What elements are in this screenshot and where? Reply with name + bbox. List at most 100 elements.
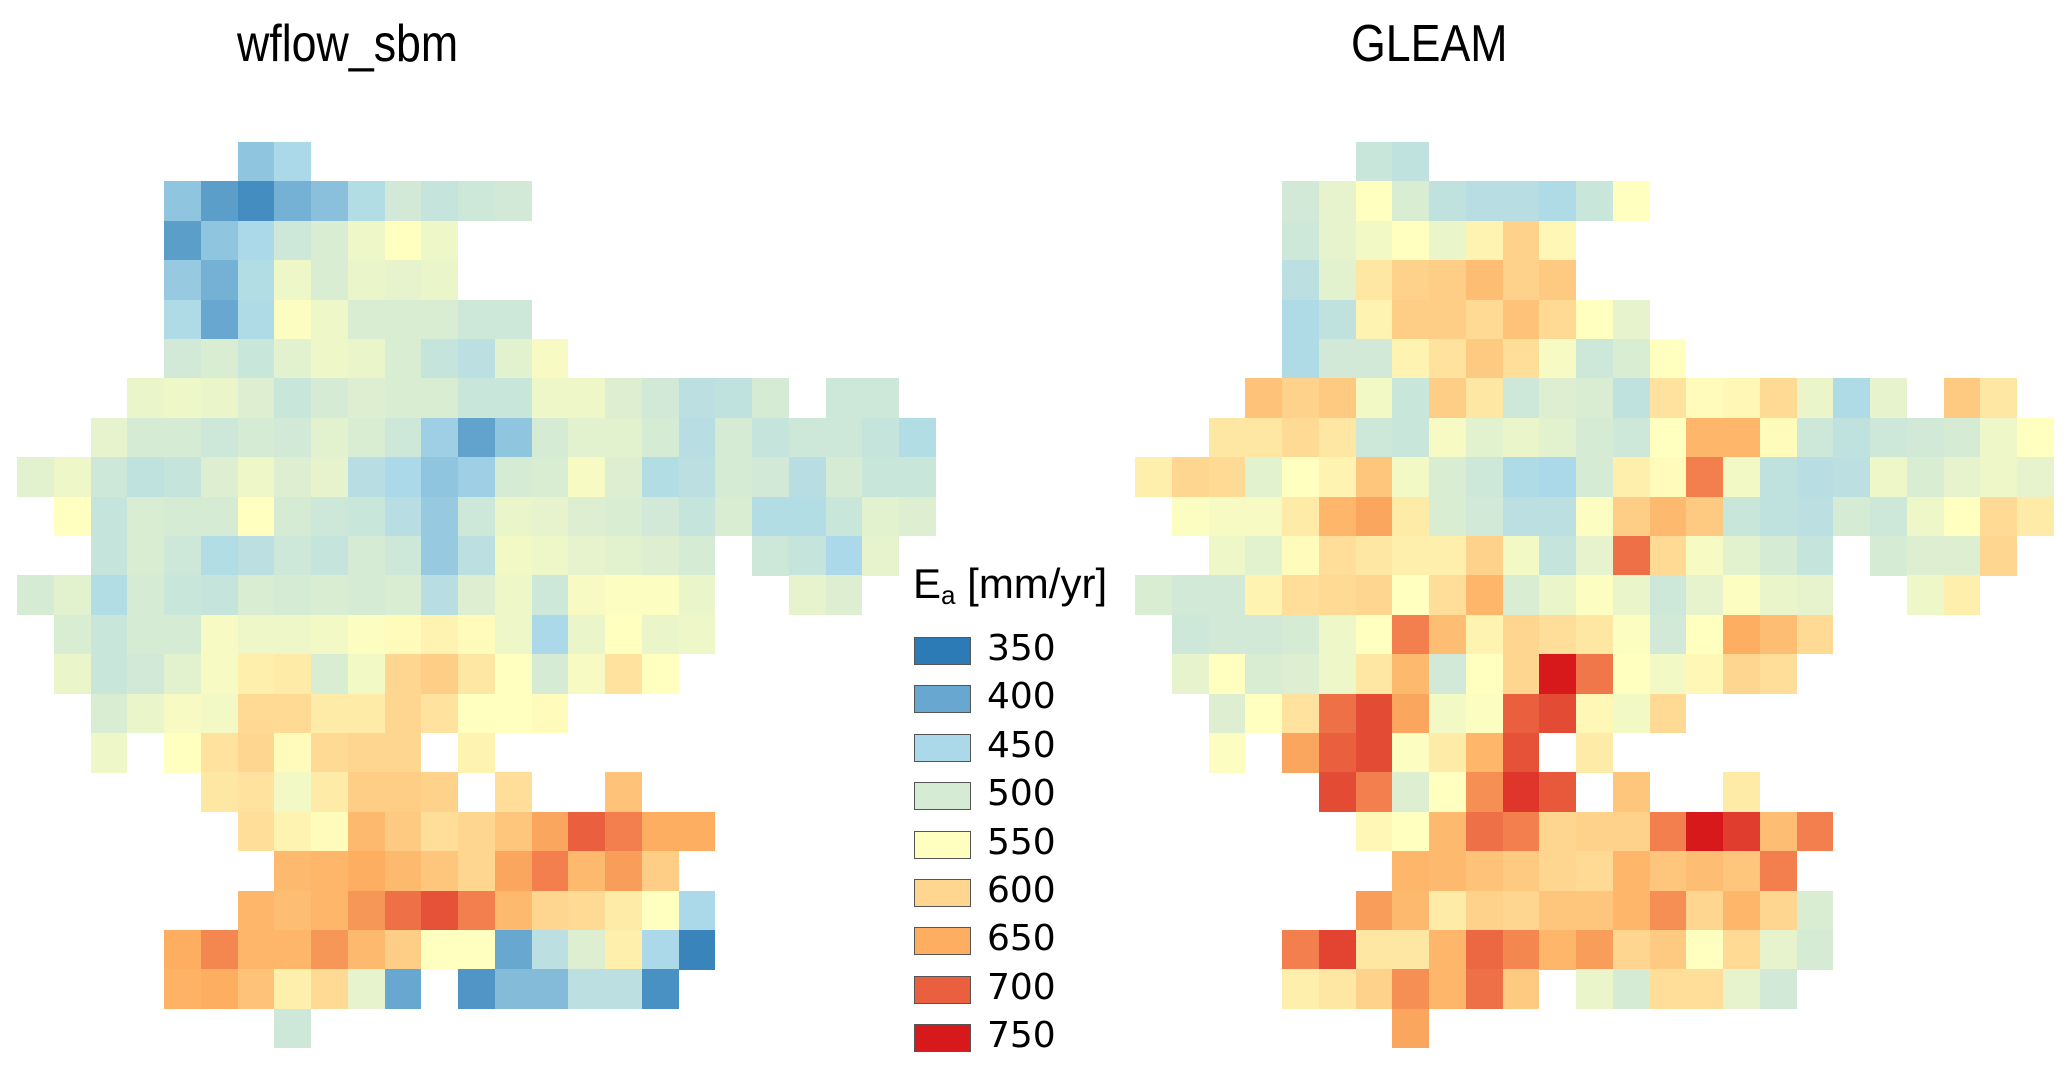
map-cell	[1392, 693, 1430, 734]
map-cell	[1612, 654, 1650, 694]
map-cell	[1686, 654, 1724, 694]
map-cell	[90, 654, 128, 694]
legend-label: 400	[987, 676, 1056, 718]
map-cell	[1539, 220, 1577, 261]
map-cell	[1429, 378, 1466, 418]
map-cell	[1355, 575, 1393, 615]
map-cell	[1502, 496, 1540, 537]
map-cell	[311, 930, 348, 970]
map-cell	[237, 536, 275, 576]
map-cell	[200, 536, 238, 576]
map-cell	[311, 339, 348, 379]
legend-swatch	[914, 685, 971, 714]
map-cell	[1355, 930, 1393, 970]
map-cell	[825, 417, 863, 458]
map-cell	[899, 496, 936, 537]
map-cell	[90, 496, 128, 537]
map-cell	[1429, 417, 1466, 458]
map-cell	[1355, 378, 1393, 418]
map-cell	[568, 457, 606, 497]
map-cell	[1392, 811, 1430, 852]
map-cell	[825, 496, 863, 537]
map-cell	[384, 772, 422, 812]
map-cell	[1465, 693, 1503, 734]
map-cell	[1906, 536, 1944, 576]
map-cell	[825, 575, 863, 615]
map-cell	[274, 1008, 312, 1049]
map-cell	[1723, 496, 1760, 537]
legend-label: 550	[987, 821, 1056, 863]
legend-label: 750	[987, 1015, 1056, 1057]
map-cell	[1539, 536, 1577, 576]
map-cell	[568, 811, 606, 852]
legend-label: 450	[987, 724, 1056, 766]
map-cell	[1759, 890, 1797, 931]
map-cell	[311, 181, 348, 221]
map-cell	[1465, 969, 1503, 1009]
map-cell	[90, 575, 128, 615]
map-cell	[274, 575, 312, 615]
map-cell	[1208, 536, 1246, 576]
map-cell	[127, 654, 165, 694]
map-cell	[1502, 851, 1540, 891]
map-cell	[200, 181, 238, 221]
map-cell	[90, 614, 128, 655]
map-cell	[494, 457, 532, 497]
map-cell	[1245, 654, 1283, 694]
map-cell	[127, 457, 165, 497]
map-cell	[384, 378, 422, 418]
map-cell	[1465, 378, 1503, 418]
map-cell	[384, 339, 422, 379]
map-cell	[384, 575, 422, 615]
map-cell	[1943, 536, 1981, 576]
map-cell	[1355, 969, 1393, 1009]
map-cell	[274, 260, 312, 300]
map-cell	[164, 575, 201, 615]
map-cell	[678, 457, 716, 497]
map-cell	[1686, 890, 1724, 931]
map-cell	[1429, 260, 1466, 300]
map-cell	[311, 969, 348, 1009]
map-cell	[1906, 575, 1944, 615]
map-cell	[164, 654, 201, 694]
map-cell	[347, 890, 385, 931]
map-cell	[899, 417, 936, 458]
map-cell	[641, 851, 679, 891]
heatmap-gleam	[1135, 142, 2054, 1049]
map-cell	[568, 851, 606, 891]
map-cell	[1135, 575, 1172, 615]
map-cell	[2017, 457, 2054, 497]
map-cell	[752, 496, 789, 537]
map-cell	[1649, 536, 1687, 576]
map-cell	[384, 220, 422, 261]
map-cell	[1392, 536, 1430, 576]
map-cell	[1502, 614, 1540, 655]
legend-label: 600	[987, 870, 1056, 911]
map-cell	[237, 772, 275, 812]
map-cell	[1318, 772, 1356, 812]
map-cell	[531, 496, 569, 537]
map-cell	[1429, 811, 1466, 852]
map-cell	[274, 969, 312, 1009]
map-cell	[458, 536, 495, 576]
map-cell	[1576, 536, 1613, 576]
map-cell	[311, 378, 348, 418]
map-cell	[1539, 890, 1577, 931]
map-cell	[1171, 654, 1209, 694]
map-cell	[458, 693, 495, 734]
map-cell	[347, 299, 385, 340]
map-cell	[384, 654, 422, 694]
map-cell	[1686, 851, 1724, 891]
map-cell	[200, 969, 238, 1009]
map-cell	[1576, 181, 1613, 221]
map-cell	[1576, 575, 1613, 615]
map-cell	[1392, 181, 1430, 221]
map-cell	[384, 969, 422, 1009]
map-cell	[568, 654, 606, 694]
map-cell	[1465, 417, 1503, 458]
map-cell	[347, 220, 385, 261]
map-cell	[1576, 654, 1613, 694]
map-cell	[1282, 693, 1319, 734]
map-cell	[1686, 811, 1724, 852]
map-cell	[164, 299, 201, 340]
